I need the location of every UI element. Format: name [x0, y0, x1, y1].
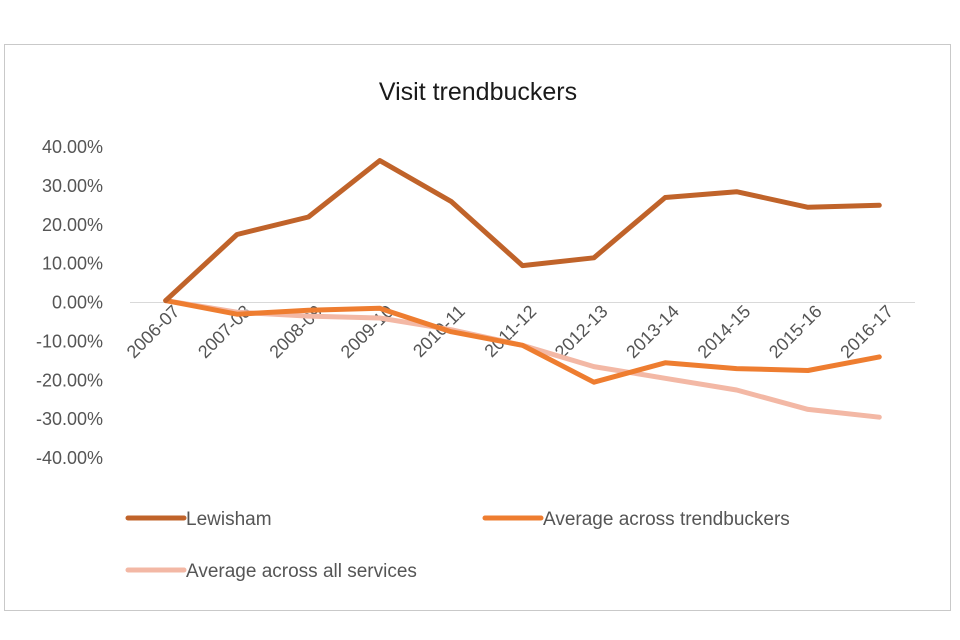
legend-entry: Lewisham — [125, 509, 272, 530]
legend: Lewisham Average across trendbuckers Avera… — [125, 509, 790, 582]
y-axis-ticks: 40.00% 30.00% 20.00% 10.00% 0.00% -10.00% -20.… — [36, 137, 103, 468]
legend-label: Average across all services — [186, 561, 417, 582]
x-tick-label: 2006-07 — [123, 301, 184, 362]
series-lines — [163, 158, 882, 420]
chart-title: Visit trendbuckers — [379, 78, 577, 106]
x-tick-label: 2014-15 — [694, 301, 755, 362]
x-tick-label: 2015-16 — [765, 301, 826, 362]
legend-label: Average across trendbuckers — [543, 509, 790, 530]
y-tick-label: -40.00% — [36, 448, 103, 468]
y-tick-label: 0.00% — [52, 293, 103, 313]
y-tick-label: -30.00% — [36, 409, 103, 429]
legend-label: Lewisham — [186, 509, 272, 530]
y-tick-label: -10.00% — [36, 331, 103, 351]
x-tick-label: 2013-14 — [622, 301, 683, 362]
y-tick-label: 30.00% — [42, 176, 103, 196]
x-tick-label: 2016-17 — [836, 301, 897, 362]
y-tick-label: -20.00% — [36, 370, 103, 390]
x-tick-label: 2012-13 — [551, 301, 612, 362]
y-tick-label: 10.00% — [42, 254, 103, 274]
series-line-0 — [163, 158, 882, 304]
legend-entry: Average across all services — [125, 561, 417, 582]
legend-entry: Average across trendbuckers — [482, 509, 790, 530]
y-tick-label: 20.00% — [42, 215, 103, 235]
y-tick-label: 40.00% — [42, 137, 103, 157]
series-line-1 — [163, 298, 882, 385]
